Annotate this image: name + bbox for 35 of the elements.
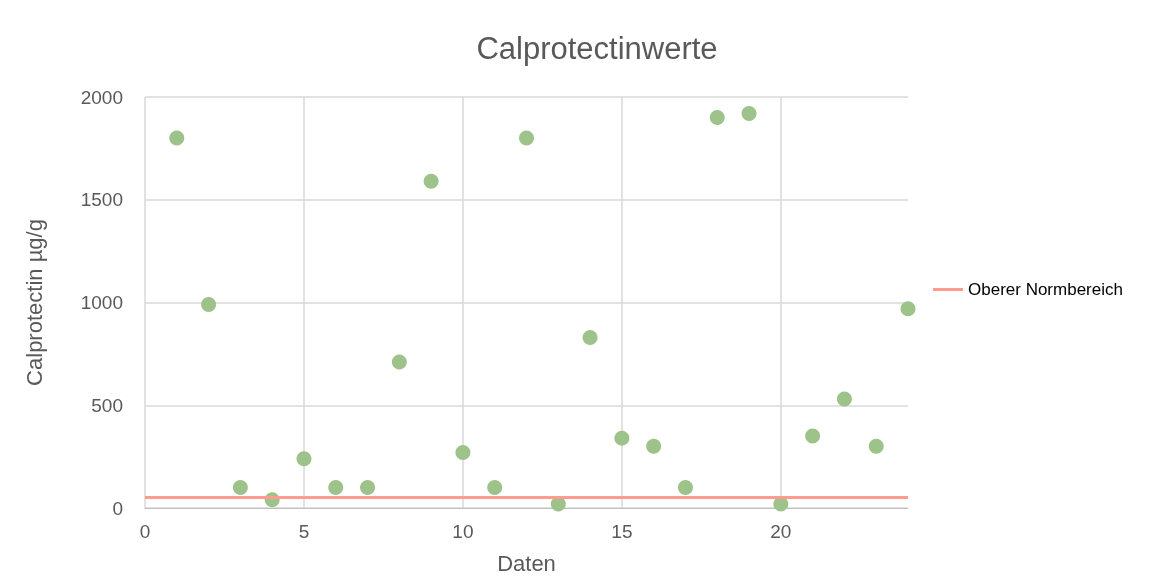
point bbox=[391, 354, 407, 370]
point bbox=[709, 110, 725, 126]
legend-label: Oberer Normbereich bbox=[968, 280, 1123, 299]
point bbox=[646, 438, 662, 454]
point bbox=[614, 430, 630, 446]
x-tick-label: 15 bbox=[611, 521, 633, 542]
point bbox=[169, 130, 185, 146]
y-tick-label: 0 bbox=[112, 497, 123, 519]
point bbox=[677, 479, 693, 495]
point bbox=[805, 428, 821, 444]
point bbox=[836, 391, 852, 407]
x-tick-label: 0 bbox=[139, 521, 151, 542]
point bbox=[741, 105, 757, 121]
x-tick-label: 10 bbox=[452, 521, 474, 542]
x-tick-label: 20 bbox=[770, 521, 792, 542]
point bbox=[519, 130, 534, 146]
point bbox=[582, 329, 598, 345]
y-tick-label: 2000 bbox=[80, 86, 123, 108]
point bbox=[360, 479, 376, 495]
chart-title: Calprotectinwerte bbox=[476, 31, 718, 66]
point bbox=[487, 479, 503, 495]
point bbox=[868, 438, 884, 454]
point bbox=[900, 301, 916, 317]
y-tick-label: 1000 bbox=[80, 292, 123, 313]
point bbox=[455, 445, 471, 461]
point bbox=[232, 479, 248, 495]
x-tick-label: 5 bbox=[298, 521, 310, 542]
point bbox=[296, 451, 312, 467]
y-axis-title: Calprotectin µg/g bbox=[21, 219, 47, 386]
x-axis-title: Daten bbox=[497, 550, 556, 576]
point bbox=[201, 297, 217, 313]
point bbox=[423, 173, 439, 189]
y-tick-label: 500 bbox=[91, 394, 123, 416]
point bbox=[328, 479, 344, 495]
y-tick-label: 1500 bbox=[80, 189, 123, 211]
